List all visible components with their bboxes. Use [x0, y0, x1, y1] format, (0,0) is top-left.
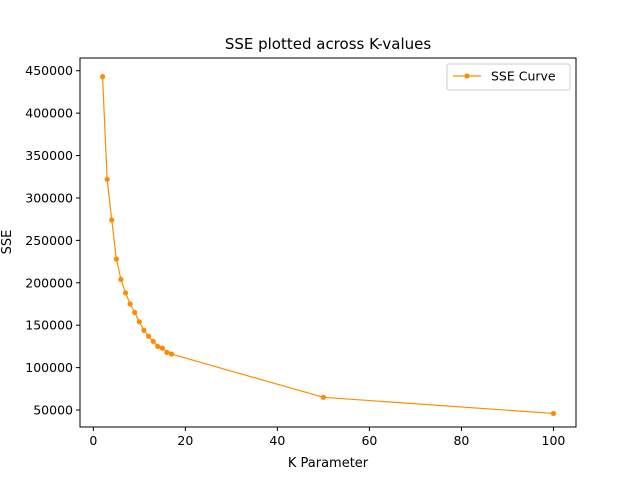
data-point — [109, 217, 115, 223]
y-tick-label: 400000 — [25, 106, 73, 121]
y-tick-label: 300000 — [25, 190, 73, 205]
legend-label-sse-curve: SSE Curve — [491, 69, 556, 84]
data-point — [118, 276, 124, 282]
data-point — [155, 343, 161, 350]
x-axis-title: K Parameter — [288, 456, 369, 471]
y-tick-label: 250000 — [25, 233, 73, 248]
data-point — [113, 256, 119, 262]
data-point — [136, 319, 142, 325]
y-tick-label: 350000 — [25, 148, 73, 163]
x-tick-label: 20 — [177, 433, 193, 448]
data-point — [132, 309, 138, 316]
x-tick-label: 80 — [453, 433, 469, 448]
legend: SSE Curve — [446, 63, 571, 91]
axes-frame — [79, 57, 577, 428]
data-point — [104, 176, 110, 182]
data-point — [159, 345, 165, 351]
legend-marker-swatch — [464, 73, 470, 79]
y-tick-label: 100000 — [25, 360, 73, 375]
axis-ticks: 0 20 40 60 80 100 50000 100000 150000 200000 25000… — [25, 63, 565, 448]
legend-box — [446, 63, 571, 91]
x-tick-label: 60 — [361, 433, 377, 448]
chart-title: SSE plotted across K-values — [225, 35, 432, 53]
y-tick-label: 50000 — [33, 403, 73, 418]
y-tick-label: 150000 — [25, 318, 73, 333]
data-point — [150, 338, 156, 344]
plot-area — [99, 74, 557, 417]
y-tick-label: 450000 — [25, 63, 73, 78]
x-tick-label: 40 — [269, 433, 285, 448]
x-tick-label: 100 — [542, 433, 566, 448]
data-point — [99, 74, 106, 80]
y-tick-label: 200000 — [25, 275, 73, 290]
y-axis-title: SSE — [0, 230, 15, 255]
data-point — [164, 349, 170, 355]
data-point — [168, 351, 175, 357]
data-point — [141, 327, 147, 333]
data-point — [145, 333, 152, 339]
x-tick-label: 0 — [89, 433, 97, 448]
data-point — [550, 410, 557, 417]
data-point — [127, 301, 133, 307]
data-point — [320, 394, 326, 400]
data-point — [122, 290, 129, 296]
